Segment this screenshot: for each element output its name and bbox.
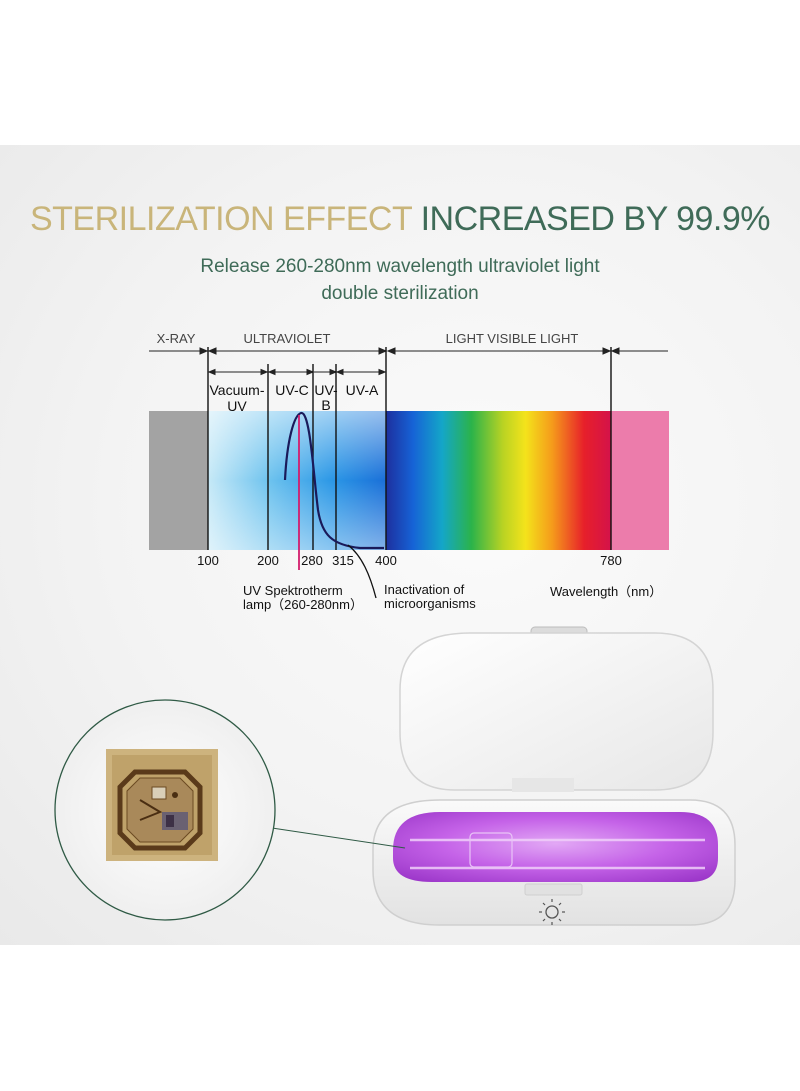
absorption-curve <box>283 411 384 550</box>
tick-400: 400 <box>375 553 397 568</box>
tick-280: 280 <box>301 553 323 568</box>
lid[interactable] <box>399 632 714 791</box>
band-uva: UV-A <box>346 382 379 398</box>
tick-780: 780 <box>600 553 622 568</box>
tick-100: 100 <box>197 553 219 568</box>
label-ultraviolet: ULTRAVIOLET <box>244 331 331 346</box>
subtitle-line2: double sterilization <box>321 283 479 304</box>
sun-icon[interactable] <box>539 899 565 925</box>
base-hinge-slot <box>524 883 583 896</box>
infrared-band <box>611 411 669 550</box>
band-vacuum-uv-1: Vacuum- <box>210 382 265 398</box>
band-vacuum-uv-2: UV <box>227 398 247 414</box>
wavelength-label: Wavelength（nm） <box>550 584 662 599</box>
callout-line <box>271 827 406 849</box>
tick-200: 200 <box>257 553 279 568</box>
lamp-label-1: UV Spektrotherm <box>243 583 343 598</box>
inactivation-label-2: microorganisms <box>384 596 476 611</box>
headline: STERILIZATION EFFECT INCREASED BY 99.9% <box>0 200 800 239</box>
headline-part1: STERILIZATION EFFECT <box>29 200 412 238</box>
subtitle-line1: Release 260-280nm wavelength ultraviolet… <box>200 256 600 277</box>
xray-band <box>149 411 208 550</box>
uv-chamber <box>393 812 718 882</box>
inactivation-pointer <box>347 544 377 599</box>
tick-315: 315 <box>332 553 354 568</box>
uv-led-chip <box>106 749 218 861</box>
band-uvb-2: B <box>321 397 330 413</box>
band-uvc: UV-C <box>275 382 308 398</box>
uv-led-mark <box>469 832 513 868</box>
uv-band-fade <box>208 411 386 550</box>
label-visible: LIGHT VISIBLE LIGHT <box>446 331 579 346</box>
label-xray: X-RAY <box>157 331 196 346</box>
visible-band <box>386 411 611 550</box>
lid-hinge-leg <box>512 778 574 792</box>
headline-part2: INCREASED BY 99.9% <box>420 200 771 238</box>
inactivation-label-1: Inactivation of <box>384 582 465 597</box>
band-uvb-1: UV- <box>314 382 338 398</box>
lamp-label-2: lamp（260-280nm） <box>243 597 363 612</box>
